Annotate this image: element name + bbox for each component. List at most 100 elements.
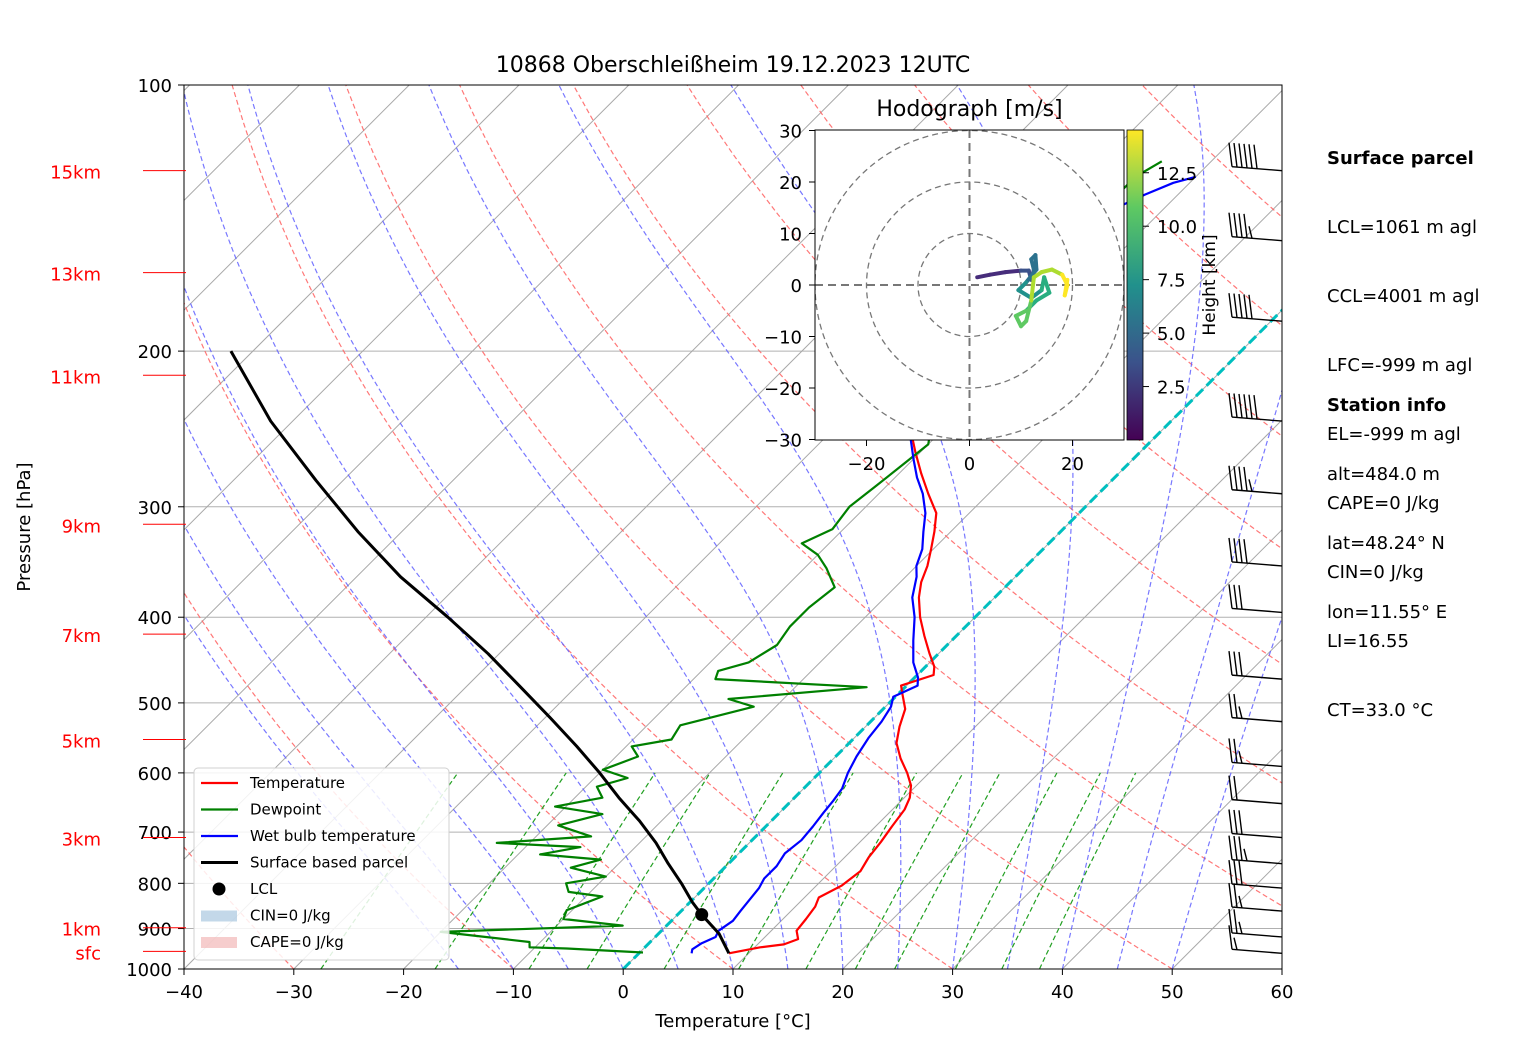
y-tick-label: 1000 — [126, 960, 172, 981]
wind-barb-flag — [1233, 775, 1238, 801]
height-marker-label: 15km — [50, 163, 101, 184]
mixing-ratio-line — [528, 772, 656, 969]
wind-barb-flag — [1243, 213, 1248, 238]
dry-adiabat — [231, 85, 953, 969]
axis-labels: −40 −30 −20 −10 0 10 20 30 40 50 60100200300400500… — [50, 76, 1293, 1003]
mixing-ratio-line — [854, 772, 964, 969]
mixing-ratio-line — [738, 772, 854, 969]
hodograph-y-tick-label: −20 — [764, 379, 802, 400]
legend-swatch — [201, 937, 237, 948]
moist-adiabat — [558, 85, 902, 969]
x-tick-label: 30 — [941, 982, 964, 1003]
station-info-heading: Station info — [1327, 395, 1447, 416]
lcl-marker — [695, 908, 709, 922]
wind-barb-staff — [1231, 883, 1283, 889]
height-marker-label: 11km — [50, 367, 101, 388]
wind-barb-flag — [1233, 293, 1238, 318]
mixing-ratio-line — [805, 772, 918, 969]
hodograph-trace-segment — [1024, 298, 1034, 324]
wind-barb-flag — [1228, 465, 1233, 490]
wind-barb-staff — [1231, 607, 1283, 614]
height-marker-label: sfc — [75, 943, 101, 964]
wind-barb-staff — [1231, 716, 1283, 723]
wind-barb-flag — [1228, 212, 1233, 237]
wind-barb-flag — [1233, 651, 1238, 676]
station-info-line: alt=484.0 m — [1327, 464, 1440, 485]
wind-barb-flag — [1243, 394, 1248, 419]
y-tick-label: 800 — [138, 874, 172, 895]
hodograph-trace-segment — [988, 270, 1008, 277]
wind-barb-staff — [1231, 235, 1283, 242]
colorbar-ticks: 2.5 5.0 7.5 10.0 12.5 — [1143, 164, 1197, 399]
isotherm-line — [622, 309, 1282, 969]
station-info-line: lat=48.24° N — [1327, 533, 1445, 554]
wind-barb-flag — [1233, 142, 1238, 168]
isotherm-line — [842, 529, 1282, 969]
x-tick-label: 60 — [1271, 982, 1294, 1003]
surface-parcel-line: CAPE=0 J/kg — [1327, 493, 1440, 514]
station-info: Station info alt=484.0 m lat=48.24° N lo… — [1327, 348, 1447, 647]
wind-barb-flag — [1243, 466, 1248, 492]
isotherm-line — [184, 85, 520, 421]
moist-adiabat — [184, 418, 569, 969]
wind-barb-staff — [1231, 489, 1283, 495]
colorbar-tick-label: 12.5 — [1157, 164, 1197, 185]
hodograph-trace-segment — [1033, 253, 1039, 272]
mixing-ratio-line — [894, 772, 1001, 969]
wind-barb-flag — [1248, 144, 1253, 169]
height-marker-label: 1km — [62, 920, 101, 941]
wind-barb-flag — [1228, 693, 1233, 718]
wind-barb-flag — [1228, 925, 1233, 950]
wind-barb-flag — [1248, 479, 1253, 492]
wind-barb-staff — [1231, 832, 1283, 839]
isotherm-line — [732, 419, 1282, 969]
isotherm-line — [184, 85, 849, 751]
surface-parcel-line: CCL=4001 m agl — [1327, 286, 1480, 307]
surface-parcel-line: LFC=-999 m agl — [1327, 355, 1473, 376]
wind-barb-flag — [1238, 810, 1243, 835]
wind-barb-flag — [1233, 466, 1238, 491]
colorbar-tick-label: 2.5 — [1157, 378, 1186, 399]
moist-adiabat — [327, 85, 789, 969]
legend-label: CAPE=0 J/kg — [250, 933, 344, 951]
isotherm-line — [1062, 748, 1282, 969]
hodograph-trace-segment — [1062, 277, 1070, 298]
wind-barb-flag — [1228, 584, 1233, 609]
colorbar-tick-label: 5.0 — [1157, 324, 1186, 345]
surface-parcel-heading: Surface parcel — [1327, 148, 1474, 169]
hodograph-y-tick-label: 0 — [791, 276, 802, 297]
surface-parcel-line: CT=33.0 °C — [1327, 700, 1434, 721]
hodograph-ticks: −20 0 20 30 20 10 0 −10 −20 −30 — [764, 122, 1084, 476]
isotherm-line — [184, 85, 630, 531]
wind-barb-flag — [1238, 895, 1243, 909]
hodograph-trace-segment — [975, 272, 993, 280]
legend-swatch — [201, 910, 237, 922]
x-tick-label: −40 — [165, 982, 203, 1003]
colorbar-tick-label: 10.0 — [1157, 217, 1197, 238]
wind-barb-flag — [1238, 466, 1243, 491]
wind-barb-flag — [1233, 738, 1238, 763]
wind-barb-flag — [1228, 860, 1233, 885]
wind-barb-flag — [1233, 909, 1238, 934]
moist-adiabat — [184, 284, 624, 969]
hodograph-y-tick-label: 10 — [779, 225, 802, 246]
legend-label: Dewpoint — [250, 801, 321, 819]
moist-adiabat — [1116, 388, 1282, 969]
wind-barb-flag — [1238, 213, 1243, 238]
hodograph-y-tick-label: 30 — [779, 122, 802, 143]
legend-label: CIN=0 J/kg — [250, 907, 331, 925]
wind-barb-flag — [1233, 212, 1238, 238]
wind-barb-flag — [1238, 751, 1243, 764]
x-tick-label: −30 — [275, 982, 313, 1003]
wind-barb-flag — [1228, 835, 1233, 860]
hodograph-trace-segment — [1016, 288, 1034, 300]
hodograph-x-tick-label: −20 — [848, 454, 886, 475]
x-tick-label: −20 — [385, 982, 423, 1003]
wind-barb-flag — [1233, 538, 1238, 563]
wind-barb-flag — [1253, 395, 1258, 420]
dry-adiabat — [572, 85, 1282, 784]
y-tick-label: 700 — [138, 823, 172, 844]
wind-barb-flag — [1238, 921, 1243, 934]
hodograph-trace-segment — [1034, 290, 1052, 303]
